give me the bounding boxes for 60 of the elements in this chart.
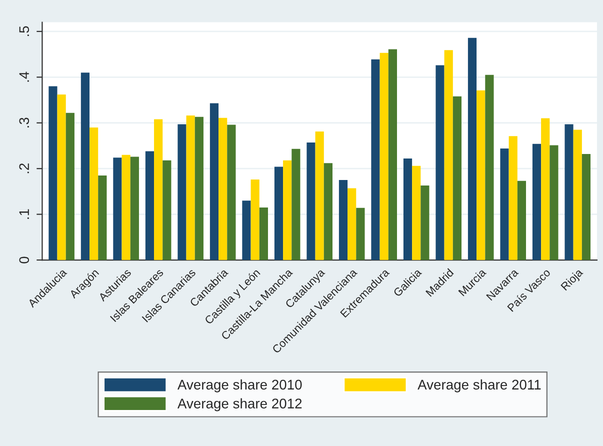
bar [356, 208, 365, 260]
y-tick-label: 0 [19, 256, 30, 264]
bar [444, 50, 453, 260]
bar [80, 72, 90, 260]
y-tick-label: .5 [19, 26, 30, 36]
bar [259, 207, 268, 260]
bar [186, 116, 195, 260]
bar [274, 166, 284, 260]
bar [388, 49, 397, 260]
bar [517, 180, 526, 260]
y-tick-label: .2 [19, 163, 29, 174]
bar [283, 160, 292, 260]
legend-label: Average share 2012 [177, 398, 302, 412]
bar [98, 175, 107, 260]
bar [122, 154, 130, 260]
bar [306, 142, 316, 260]
bar [550, 145, 558, 260]
bar [227, 124, 236, 260]
bar [178, 124, 186, 260]
bar [145, 151, 154, 260]
bar [338, 180, 348, 260]
bar [348, 188, 356, 260]
bar [130, 156, 139, 260]
bar [564, 124, 574, 260]
bar [403, 158, 412, 260]
bar [436, 65, 444, 260]
y-tick-label: .4 [19, 72, 29, 82]
legend-label: Average share 2011 [418, 379, 541, 392]
bar [57, 94, 66, 260]
bar [324, 163, 332, 260]
bar [452, 96, 462, 260]
bar [532, 144, 542, 260]
bar [500, 148, 509, 260]
bar [476, 90, 486, 260]
bar [162, 160, 172, 260]
bar [90, 127, 98, 260]
bar [242, 200, 251, 260]
bar [380, 52, 388, 260]
bar [412, 166, 421, 260]
bar [508, 136, 518, 260]
bar [66, 112, 74, 260]
bar [315, 132, 324, 260]
bar [582, 154, 591, 260]
bar [485, 74, 494, 260]
bar [48, 86, 58, 260]
bar [250, 180, 260, 260]
bar [218, 118, 228, 260]
y-tick-label: .1 [19, 209, 29, 219]
bar [154, 119, 163, 260]
bar [210, 103, 219, 260]
bar [113, 158, 122, 260]
bar [541, 118, 550, 260]
bar [468, 38, 477, 260]
legend-label: Average share 2010 [177, 379, 302, 392]
bar [371, 59, 380, 260]
y-tick-label: .3 [19, 118, 30, 128]
bar [292, 148, 300, 260]
bar [573, 130, 582, 260]
bar [194, 116, 204, 260]
bar [420, 186, 430, 260]
